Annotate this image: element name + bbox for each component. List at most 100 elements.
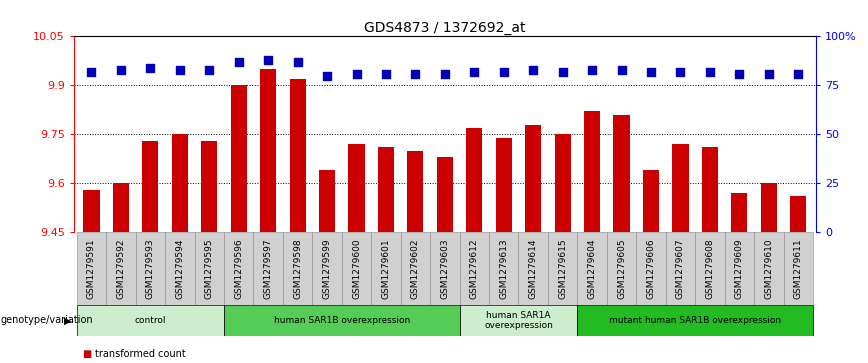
Bar	[260, 69, 276, 232]
Bar	[253, 232, 283, 305]
Text: GSM1279613: GSM1279613	[499, 238, 509, 299]
Text: GSM1279594: GSM1279594	[175, 238, 184, 299]
Text: control: control	[135, 316, 166, 325]
Point	[526, 67, 540, 73]
Text: GSM1279597: GSM1279597	[264, 238, 273, 299]
Text: GSM1279602: GSM1279602	[411, 238, 420, 299]
Text: mutant human SAR1B overexpression: mutant human SAR1B overexpression	[609, 316, 781, 325]
Text: GSM1279604: GSM1279604	[588, 238, 596, 299]
Text: GSM1279608: GSM1279608	[706, 238, 714, 299]
Bar	[224, 232, 253, 305]
Bar	[201, 141, 217, 232]
Point	[320, 73, 334, 78]
Point	[733, 71, 746, 77]
Text: GSM1279606: GSM1279606	[647, 238, 655, 299]
Bar	[614, 115, 629, 232]
Bar	[76, 305, 224, 336]
Point	[792, 71, 806, 77]
Bar	[290, 79, 306, 232]
Text: human SAR1B overexpression: human SAR1B overexpression	[273, 316, 410, 325]
Bar	[459, 305, 577, 336]
Text: ■: ■	[82, 349, 92, 359]
Text: GSM1279615: GSM1279615	[558, 238, 567, 299]
Text: GSM1279593: GSM1279593	[146, 238, 155, 299]
Text: GSM1279592: GSM1279592	[116, 238, 125, 299]
Text: GSM1279609: GSM1279609	[735, 238, 744, 299]
Bar	[548, 232, 577, 305]
Bar	[342, 232, 372, 305]
Bar	[407, 151, 424, 232]
Point	[703, 69, 717, 74]
Text: GSM1279599: GSM1279599	[323, 238, 332, 299]
Point	[143, 65, 157, 70]
Point	[261, 57, 275, 63]
Bar	[760, 183, 777, 232]
Bar	[518, 232, 548, 305]
Bar	[790, 196, 806, 232]
Text: GSM1279603: GSM1279603	[440, 238, 450, 299]
Point	[202, 67, 216, 73]
Point	[114, 67, 128, 73]
Bar	[142, 141, 159, 232]
Bar	[584, 111, 600, 232]
Title: GDS4873 / 1372692_at: GDS4873 / 1372692_at	[364, 21, 526, 35]
Text: GSM1279614: GSM1279614	[529, 238, 537, 299]
Point	[615, 67, 628, 73]
Point	[291, 59, 305, 65]
Bar	[401, 232, 431, 305]
Bar	[224, 305, 459, 336]
Bar	[106, 232, 135, 305]
Bar	[577, 232, 607, 305]
Bar	[466, 128, 483, 232]
Bar	[165, 232, 194, 305]
Text: genotype/variation: genotype/variation	[1, 315, 94, 325]
Bar	[459, 232, 489, 305]
Bar	[673, 144, 688, 232]
Text: human SAR1A
overexpression: human SAR1A overexpression	[484, 311, 553, 330]
Bar	[577, 305, 813, 336]
Bar	[725, 232, 754, 305]
Bar	[194, 232, 224, 305]
Bar	[378, 147, 394, 232]
Text: GSM1279607: GSM1279607	[676, 238, 685, 299]
Bar	[636, 232, 666, 305]
Text: GSM1279605: GSM1279605	[617, 238, 626, 299]
Bar	[731, 193, 747, 232]
Bar	[666, 232, 695, 305]
Point	[232, 59, 246, 65]
Bar	[319, 170, 335, 232]
Point	[496, 69, 510, 74]
Point	[467, 69, 481, 74]
Point	[674, 69, 687, 74]
Text: GSM1279601: GSM1279601	[381, 238, 391, 299]
Point	[379, 71, 393, 77]
Text: GSM1279591: GSM1279591	[87, 238, 96, 299]
Point	[350, 71, 364, 77]
Bar	[489, 232, 518, 305]
Point	[585, 67, 599, 73]
Bar	[431, 232, 459, 305]
Bar	[312, 232, 342, 305]
Bar	[83, 190, 100, 232]
Point	[84, 69, 98, 74]
Bar	[231, 85, 247, 232]
Text: GSM1279596: GSM1279596	[234, 238, 243, 299]
Bar	[496, 138, 512, 232]
Point	[437, 71, 451, 77]
Point	[409, 71, 423, 77]
Bar	[372, 232, 401, 305]
Text: GSM1279600: GSM1279600	[352, 238, 361, 299]
Bar	[643, 170, 659, 232]
Point	[762, 71, 776, 77]
Bar	[695, 232, 725, 305]
Bar	[784, 232, 813, 305]
Point	[556, 69, 569, 74]
Text: GSM1279612: GSM1279612	[470, 238, 479, 299]
Text: GSM1279598: GSM1279598	[293, 238, 302, 299]
Bar	[555, 134, 571, 232]
Bar	[437, 157, 453, 232]
Bar	[525, 125, 542, 232]
Text: GSM1279595: GSM1279595	[205, 238, 214, 299]
Bar	[283, 232, 312, 305]
Bar	[607, 232, 636, 305]
